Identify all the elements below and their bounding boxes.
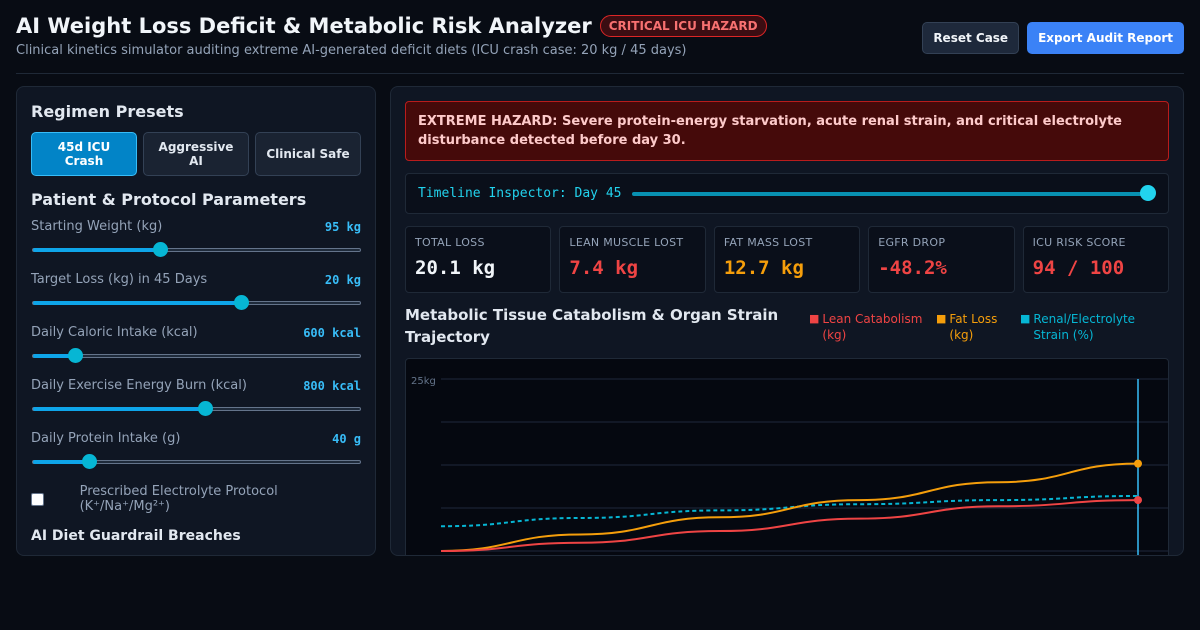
param-protein-intake: Daily Protein Intake (g) 40 g	[31, 431, 361, 474]
protein-intake-slider[interactable]	[31, 450, 361, 474]
caloric-intake-slider[interactable]	[31, 344, 361, 368]
exercise-burn-slider[interactable]	[31, 397, 361, 421]
slider-track	[32, 354, 361, 358]
slider-fill	[33, 354, 76, 358]
param-target-loss: Target Loss (kg) in 45 Days 20 kg	[31, 272, 361, 315]
kpi-label: ICU RISK SCORE	[1032, 236, 1126, 249]
param-value: 95 kg	[324, 219, 361, 234]
legend-label: Fat Loss (kg)	[949, 312, 998, 342]
kpi-label: LEAN MUSCLE LOST	[569, 236, 684, 249]
export-report-button[interactable]: Export Audit Report	[1027, 22, 1184, 54]
kpi-lean-muscle-lost: LEAN MUSCLE LOST 7.4 kg	[559, 226, 706, 293]
controls-panel: Regimen Presets 45d ICU Crash Aggressive…	[16, 86, 376, 556]
kpi-value: -48.2%	[878, 257, 947, 279]
series-lean-catabolism-line	[440, 499, 1139, 552]
kpi-value: 7.4 kg	[569, 257, 639, 279]
preset-icu-crash-button[interactable]: 45d ICU Crash	[31, 132, 137, 176]
legend-renal-strain: ■ Renal/Electrolyte Strain (%)	[1020, 311, 1145, 343]
reset-case-button[interactable]: Reset Case	[922, 22, 1020, 54]
param-value: 40 g	[332, 431, 361, 446]
trajectory-chart-svg: 25kg	[411, 376, 1168, 555]
hazard-badge: CRITICAL ICU HAZARD	[599, 15, 767, 37]
kpi-value: 20.1 kg	[415, 257, 496, 279]
kpi-icu-risk-score: ICU RISK SCORE 94 / 100	[1022, 226, 1170, 293]
electrolyte-protocol-label: Prescribed Electrolyte Protocol (K⁺/Na⁺/…	[79, 484, 278, 514]
chart-title: Metabolic Tissue Catabolism & Organ Stra…	[405, 306, 779, 346]
kpi-total-loss: TOTAL LOSS 20.1 kg	[405, 226, 552, 293]
results-panel: EXTREME HAZARD: Severe protein-energy st…	[390, 86, 1184, 556]
slider-track	[32, 301, 361, 305]
legend-swatch: ■	[936, 312, 947, 325]
header-actions: Reset Case Export Audit Report	[922, 22, 1184, 54]
kpi-label: EGFR DROP	[878, 236, 946, 249]
timeline-slider-thumb[interactable]	[1140, 185, 1156, 201]
param-label: Starting Weight (kg)	[31, 219, 163, 234]
timeline-inspector: Timeline Inspector: Day 45	[405, 173, 1169, 214]
target-loss-slider[interactable]	[31, 291, 361, 315]
series-fat-loss-line	[440, 462, 1139, 552]
param-label: Target Loss (kg) in 45 Days	[31, 272, 208, 287]
slider-track	[32, 407, 361, 411]
electrolyte-protocol-row: Prescribed Electrolyte Protocol (K⁺/Na⁺/…	[31, 484, 361, 514]
guardrail-breaches-title: AI Diet Guardrail Breaches	[31, 528, 241, 544]
slider-thumb[interactable]	[67, 348, 83, 363]
legend-swatch: ■	[1020, 312, 1031, 325]
title-row: AI Weight Loss Deficit & Metabolic Risk …	[16, 14, 1184, 38]
slider-thumb[interactable]	[234, 295, 250, 310]
legend-swatch: ■	[809, 312, 820, 325]
legend-fat-loss: ■ Fat Loss (kg)	[936, 311, 1020, 343]
lean-catabolism-point	[1134, 496, 1142, 505]
params-title: Patient & Protocol Parameters	[31, 190, 307, 209]
param-value: 600 kcal	[303, 325, 361, 340]
y-axis-max-label: 25kg	[411, 376, 436, 387]
timeline-label: Timeline Inspector: Day 45	[418, 186, 622, 201]
presets-title: Regimen Presets	[31, 102, 184, 121]
slider-track	[32, 248, 361, 252]
hazard-alert: EXTREME HAZARD: Severe protein-energy st…	[405, 101, 1169, 161]
param-label: Daily Protein Intake (g)	[31, 431, 181, 446]
param-exercise-burn: Daily Exercise Energy Burn (kcal) 800 kc…	[31, 378, 361, 421]
slider-fill	[33, 407, 207, 411]
param-caloric-intake: Daily Caloric Intake (kcal) 600 kcal	[31, 325, 361, 368]
kpi-row: TOTAL LOSS 20.1 kg LEAN MUSCLE LOST 7.4 …	[405, 226, 1170, 293]
slider-track	[32, 460, 361, 464]
chart-legend: ■ Lean Catabolism (kg) ■ Fat Loss (kg) ■ Re…	[809, 311, 1169, 343]
param-label: Daily Exercise Energy Burn (kcal)	[31, 378, 247, 393]
kpi-label: FAT MASS LOST	[723, 236, 813, 249]
slider-thumb[interactable]	[198, 401, 214, 416]
series-renal-strain-line	[440, 494, 1139, 528]
fat-loss-point	[1134, 459, 1142, 468]
kpi-egfr-drop: EGFR DROP -48.2%	[868, 226, 1015, 293]
slider-fill	[33, 248, 161, 252]
slider-fill	[33, 460, 91, 464]
kpi-fat-mass-lost: FAT MASS LOST 12.7 kg	[713, 226, 861, 293]
kpi-value: 12.7 kg	[723, 257, 804, 279]
legend-label: Renal/Electrolyte Strain (%)	[1033, 312, 1136, 342]
app-header: AI Weight Loss Deficit & Metabolic Risk …	[16, 14, 1184, 74]
legend-label: Lean Catabolism (kg)	[822, 312, 923, 342]
param-label: Daily Caloric Intake (kcal)	[31, 325, 198, 340]
electrolyte-protocol-checkbox[interactable]	[31, 492, 44, 506]
slider-thumb[interactable]	[82, 454, 98, 469]
trajectory-chart: 25kg	[405, 358, 1169, 555]
app-title: AI Weight Loss Deficit & Metabolic Risk …	[16, 14, 592, 38]
legend-lean-catabolism: ■ Lean Catabolism (kg)	[809, 311, 936, 343]
timeline-slider-track[interactable]	[632, 192, 1150, 196]
param-value: 20 kg	[324, 272, 361, 287]
preset-clinical-safe-button[interactable]: Clinical Safe	[255, 132, 361, 176]
app-subtitle: Clinical kinetics simulator auditing ext…	[16, 43, 687, 58]
kpi-label: TOTAL LOSS	[415, 236, 485, 249]
preset-group: 45d ICU Crash Aggressive AI Clinical Saf…	[31, 132, 361, 176]
slider-thumb[interactable]	[152, 242, 168, 257]
param-value: 800 kcal	[303, 378, 361, 393]
preset-aggressive-ai-button[interactable]: Aggressive AI	[143, 132, 249, 176]
param-starting-weight: Starting Weight (kg) 95 kg	[31, 219, 361, 262]
kpi-value: 94 / 100	[1032, 257, 1125, 279]
slider-fill	[33, 301, 243, 305]
starting-weight-slider[interactable]	[31, 238, 361, 262]
